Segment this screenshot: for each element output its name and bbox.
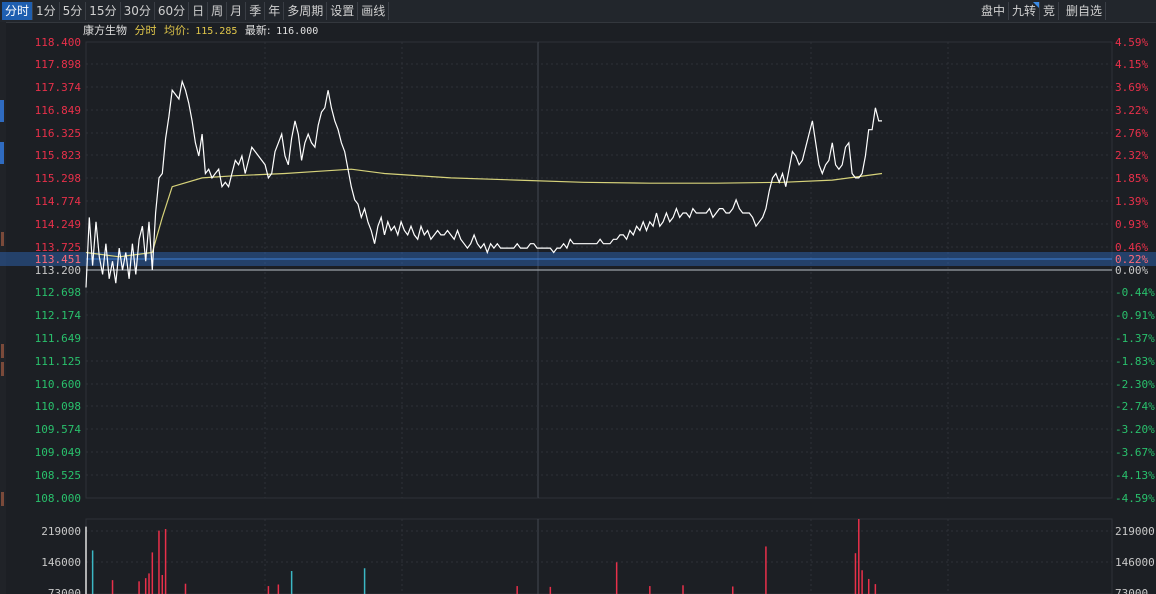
price-axis-label: 113.200: [35, 264, 81, 277]
pct-axis-label: 2.32%: [1115, 149, 1148, 162]
pct-axis-label: 2.76%: [1115, 127, 1148, 140]
chart-info-bar: 康方生物 分时 均价: 115.285 最新: 116.000: [83, 24, 322, 38]
stock-name: 康方生物: [83, 24, 127, 37]
pct-axis-label: 0.46%: [1115, 241, 1148, 254]
period-tab-6[interactable]: 日: [189, 2, 209, 20]
pct-axis-label: -2.74%: [1115, 400, 1155, 413]
volume-axis-label-right: 219000: [1115, 525, 1155, 538]
last-price-value: 116.000: [276, 26, 319, 37]
avg-price-value: 115.285: [195, 26, 238, 37]
period-tab-7[interactable]: 周: [208, 2, 228, 20]
period-tab-1[interactable]: 1分: [33, 2, 60, 20]
price-axis-label: 109.049: [35, 446, 81, 459]
price-line: [85, 79, 882, 288]
pct-axis-label: 1.85%: [1115, 172, 1148, 185]
price-axis-label: 108.525: [35, 469, 81, 482]
toolbar-action-2[interactable]: 竞: [1040, 2, 1060, 20]
price-axis-label: 117.898: [35, 58, 81, 71]
volume-axis-label-right: 73000: [1115, 587, 1148, 594]
pct-axis-label: -0.44%: [1115, 286, 1155, 299]
side-tag-2: [1, 344, 4, 358]
price-axis-label: 115.823: [35, 149, 81, 162]
period-tab-3[interactable]: 15分: [86, 2, 121, 20]
avg-label: 均价:: [164, 24, 190, 37]
volume-axis-label: 219000: [41, 525, 81, 538]
pct-axis-label: 3.22%: [1115, 104, 1148, 117]
price-axis-label: 111.649: [35, 332, 81, 345]
price-axis-label: 108.000: [35, 492, 81, 505]
price-axis-label: 116.849: [35, 104, 81, 117]
volume-axis-label-right: 146000: [1115, 556, 1155, 569]
volume-panel-frame: [85, 518, 1113, 594]
period-tab-9[interactable]: 季: [246, 2, 266, 20]
toolbar-action-1[interactable]: 九转: [1009, 2, 1041, 20]
period-tab-10[interactable]: 年: [265, 2, 285, 20]
pct-axis-label: -4.59%: [1115, 492, 1155, 505]
pct-axis-label: 0.93%: [1115, 218, 1148, 231]
price-axis-label: 110.600: [35, 378, 81, 391]
period-tab-12[interactable]: 设置: [327, 2, 359, 20]
side-tag: [1, 232, 4, 246]
pct-axis-label: -3.67%: [1115, 446, 1155, 459]
toolbar-action-0[interactable]: 盘中: [978, 2, 1010, 20]
side-selection-marker[interactable]: [0, 100, 4, 122]
volume-axis-label: 146000: [41, 556, 81, 569]
price-axis-label: 115.298: [35, 172, 81, 185]
period-tab-11[interactable]: 多周期: [284, 2, 328, 20]
period-tab-0[interactable]: 分时: [2, 2, 34, 20]
period-tab-13[interactable]: 画线: [358, 2, 390, 20]
pct-axis-label: 3.69%: [1115, 81, 1148, 94]
period-tab-2[interactable]: 5分: [60, 2, 87, 20]
pct-axis-label: 1.39%: [1115, 195, 1148, 208]
pct-axis-label: -1.83%: [1115, 355, 1155, 368]
price-axis-label: 110.098: [35, 400, 81, 413]
last-label: 最新:: [244, 24, 271, 37]
pct-axis-label: 4.15%: [1115, 58, 1148, 71]
period-toolbar: 分时 1分 5分 15分 30分 60分日周月季年多周期 设置 画线 盘中 九转竞删自选: [0, 0, 1156, 23]
period-tab-5[interactable]: 60分: [155, 2, 190, 20]
price-axis-label: 114.774: [35, 195, 82, 208]
pct-axis-label: -0.91%: [1115, 309, 1155, 322]
pct-axis-label: -2.30%: [1115, 378, 1155, 391]
volume-axis-label: 73000: [48, 587, 81, 594]
period-tab-8[interactable]: 月: [227, 2, 247, 20]
price-axis-label: 117.374: [35, 81, 82, 94]
toolbar-actions: 盘中 九转竞删自选: [978, 2, 1107, 20]
price-axis-label: 114.249: [35, 218, 81, 231]
pct-axis-label: 0.00%: [1115, 264, 1148, 277]
price-axis-label: 109.574: [35, 423, 82, 436]
period-tab-4[interactable]: 30分: [121, 2, 155, 20]
period-tabs: 分时 1分 5分 15分 30分 60分日周月季年多周期 设置 画线: [2, 2, 390, 20]
left-side-panel-strip: [0, 22, 6, 594]
pct-axis-label: -4.13%: [1115, 469, 1155, 482]
price-axis-label: 112.174: [35, 309, 82, 322]
toolbar-action-3[interactable]: 删自选: [1063, 2, 1107, 20]
pct-axis-label: -3.20%: [1115, 423, 1155, 436]
avg-price-line: [85, 168, 883, 258]
side-tag-3: [1, 362, 4, 376]
price-axis-label: 112.698: [35, 286, 81, 299]
side-tag-4: [1, 492, 4, 506]
pct-axis-label: 4.59%: [1115, 36, 1148, 49]
price-axis-label: 113.725: [35, 241, 81, 254]
pct-axis-label: 0.22%: [1115, 253, 1148, 266]
mode-label: 分时: [134, 24, 157, 37]
price-axis-label: 116.325: [35, 127, 81, 140]
price-axis-label: 118.400: [35, 36, 81, 49]
side-selection-marker-2[interactable]: [0, 142, 4, 164]
price-axis-label: 113.451: [35, 253, 81, 266]
price-axis-label: 111.125: [35, 355, 81, 368]
pct-axis-label: -1.37%: [1115, 332, 1155, 345]
